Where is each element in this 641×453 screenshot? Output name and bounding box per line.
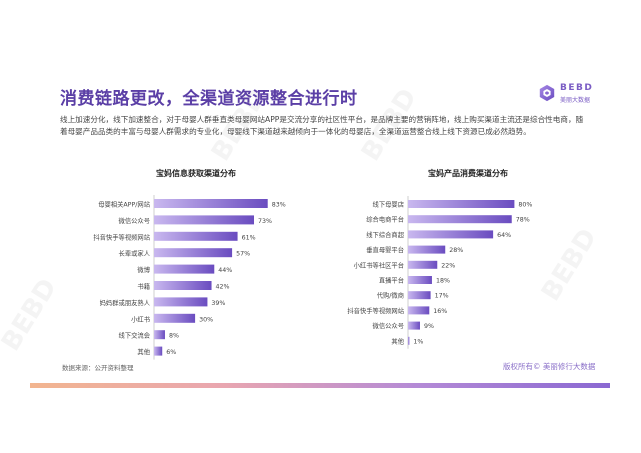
copyright: 版权所有© 美丽修行大数据 bbox=[503, 362, 596, 371]
bar bbox=[154, 313, 196, 323]
data-label: 8% bbox=[169, 333, 179, 340]
data-label: 30% bbox=[199, 316, 213, 323]
bar bbox=[154, 199, 268, 208]
data-label: 6% bbox=[166, 349, 176, 356]
category-label: 直播平台 bbox=[379, 276, 404, 285]
category-label: 小红书 bbox=[131, 314, 150, 323]
data-label: 57% bbox=[236, 251, 250, 258]
data-label: 78% bbox=[516, 217, 530, 224]
category-label: 线下母婴店 bbox=[373, 200, 404, 209]
bar bbox=[408, 276, 432, 284]
category-label: 微信公众号 bbox=[373, 321, 404, 330]
data-label: 18% bbox=[436, 278, 450, 285]
brand-logo-subtext: 美丽大数据 bbox=[560, 97, 591, 104]
bar bbox=[154, 346, 163, 356]
bar bbox=[154, 281, 212, 290]
data-label: 61% bbox=[242, 234, 256, 241]
category-label: 书籍 bbox=[137, 282, 150, 291]
bar bbox=[408, 245, 446, 254]
category-label: 小红书等社区平台 bbox=[354, 260, 404, 269]
category-label: 抖音快手等视频网站 bbox=[93, 232, 150, 241]
bar bbox=[408, 200, 515, 208]
brand-logo-text: BEBD bbox=[560, 83, 594, 93]
bar bbox=[154, 330, 165, 340]
page-title: 消费链路更改，全渠道资源整合进行时 bbox=[60, 89, 358, 109]
bar bbox=[154, 264, 215, 274]
data-label: 44% bbox=[218, 267, 232, 274]
category-label: 微信公众号 bbox=[119, 216, 150, 225]
bar bbox=[154, 297, 208, 307]
bar bbox=[408, 306, 430, 315]
bar bbox=[154, 231, 238, 241]
bar bbox=[408, 291, 431, 300]
category-label: 妈妈群或朋友熟人 bbox=[100, 298, 151, 307]
bar bbox=[408, 336, 410, 345]
chart-title: 宝妈信息获取渠道分布 bbox=[156, 168, 236, 178]
category-label: 微博 bbox=[137, 265, 150, 274]
category-label: 长辈或家人 bbox=[119, 249, 151, 258]
data-label: 9% bbox=[424, 323, 434, 330]
category-label: 抖音快手等视频网站 bbox=[347, 306, 404, 315]
category-label: 线下交流会 bbox=[119, 331, 151, 340]
category-label: 综合电商平台 bbox=[366, 215, 404, 224]
bar bbox=[408, 321, 420, 330]
data-label: 1% bbox=[413, 338, 423, 345]
category-label: 线下综合商超 bbox=[366, 230, 404, 239]
category-label: 其他 bbox=[137, 347, 150, 356]
data-label: 39% bbox=[211, 300, 225, 307]
data-label: 22% bbox=[441, 262, 455, 269]
data-label: 73% bbox=[258, 218, 272, 225]
data-label: 17% bbox=[435, 293, 449, 300]
brand-logo-icon bbox=[539, 84, 555, 102]
category-label: 母婴相关APP/网站 bbox=[98, 200, 151, 209]
brand-logo: BEBD 美丽大数据 bbox=[538, 83, 608, 105]
intro-paragraph: 线上加速分化，线下加速整合，对于母婴人群垂直类母婴网站APP是交流分享的社区性平… bbox=[60, 115, 584, 136]
category-label: 其他 bbox=[391, 336, 404, 345]
data-source: 数据来源：公开资料整理 bbox=[62, 364, 134, 372]
data-label: 16% bbox=[433, 308, 447, 315]
bar bbox=[154, 248, 233, 258]
data-label: 28% bbox=[449, 247, 463, 254]
data-label: 80% bbox=[518, 202, 532, 209]
bottom-gradient-bar bbox=[30, 383, 610, 388]
bar bbox=[154, 215, 255, 225]
chart-title: 宝妈产品消费渠道分布 bbox=[428, 168, 508, 178]
data-label: 83% bbox=[272, 202, 286, 209]
category-label: 代购/微商 bbox=[377, 291, 404, 300]
data-label: 64% bbox=[497, 232, 511, 239]
bar bbox=[408, 230, 494, 239]
bar bbox=[408, 260, 438, 269]
category-label: 垂直母婴平台 bbox=[366, 245, 404, 254]
bar bbox=[408, 215, 512, 224]
data-label: 42% bbox=[216, 284, 230, 291]
